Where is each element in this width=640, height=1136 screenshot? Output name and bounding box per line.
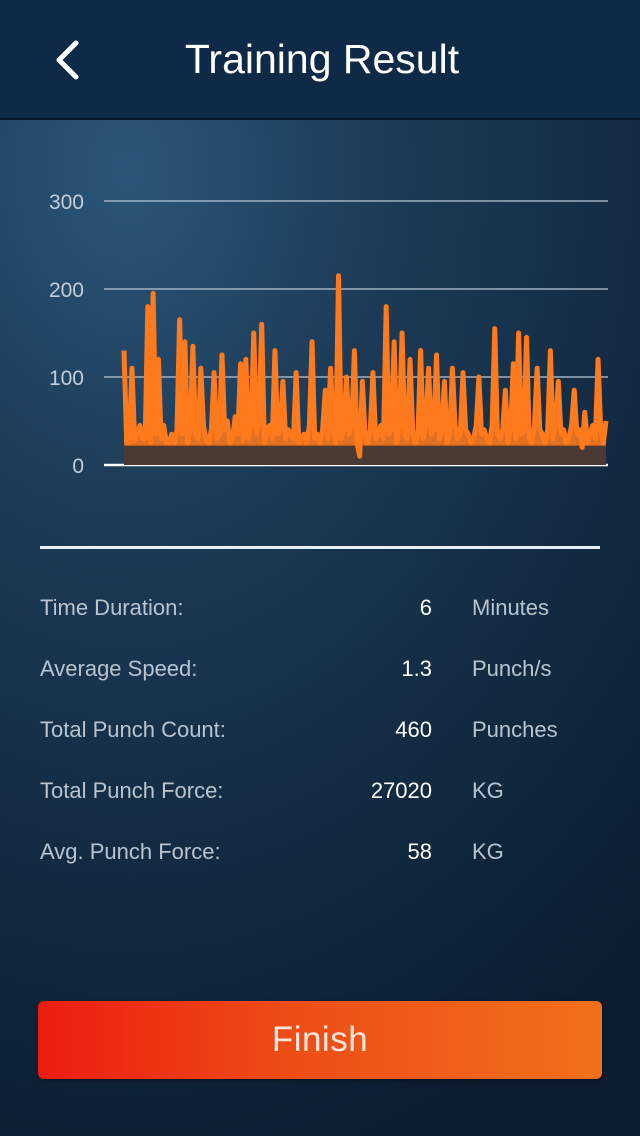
y-tick-label: 200 (49, 279, 84, 302)
stat-unit: Punch/s (472, 656, 552, 681)
y-tick-label: 0 (72, 455, 84, 478)
finish-button-label: Finish (271, 1020, 369, 1059)
stat-unit: Minutes (472, 595, 550, 620)
punch-force-chart: 0 100 200 300 (49, 191, 609, 478)
stat-value: 58 (407, 839, 432, 864)
y-tick-label: 100 (49, 367, 84, 390)
stat-unit: KG (472, 839, 504, 864)
stat-row-total-punch-count: Total Punch Count: 460 Punches (40, 709, 600, 749)
stat-row-total-punch-force: Total Punch Force: 27020 KG (40, 770, 600, 810)
chevron-left-icon (56, 40, 79, 80)
stat-value: 6 (419, 595, 432, 620)
stat-row-average-speed: Average Speed: 1.3 Punch/s (40, 648, 600, 688)
top-bar: Training Result (0, 0, 640, 120)
stat-unit: KG (472, 778, 504, 803)
chart-y-ticks: 0 100 200 300 (49, 191, 84, 478)
stat-value: 460 (395, 717, 432, 742)
stat-unit: Punches (472, 717, 558, 742)
y-tick-label: 300 (49, 191, 84, 214)
finish-button[interactable]: Finish (38, 1001, 602, 1079)
stat-label: Time Duration: (40, 595, 184, 620)
series-line (121, 273, 609, 459)
stat-label: Total Punch Count: (40, 717, 226, 742)
stat-label: Average Speed: (40, 656, 198, 681)
stat-row-avg-punch-force: Avg. Punch Force: 58 KG (40, 831, 600, 871)
page-title: Training Result (184, 36, 460, 82)
stat-value: 27020 (370, 778, 432, 803)
stat-label: Total Punch Force: (40, 778, 224, 803)
chart-series (121, 273, 609, 465)
stat-row-time-duration: Time Duration: 6 Minutes (40, 587, 600, 627)
stat-label: Avg. Punch Force: (40, 839, 221, 864)
section-divider (40, 546, 600, 549)
stat-value: 1.3 (401, 656, 432, 681)
back-button[interactable] (40, 30, 100, 90)
